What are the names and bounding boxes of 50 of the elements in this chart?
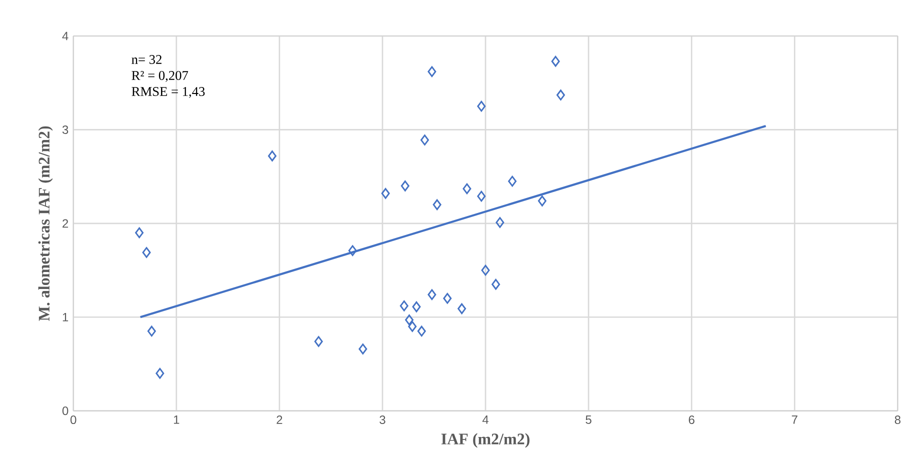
point	[508, 176, 517, 187]
point	[400, 300, 408, 312]
x-tick-label: 0	[70, 415, 76, 424]
x-axis-title: IAF (m2/m2)	[441, 433, 530, 448]
point	[156, 368, 164, 379]
point	[412, 301, 421, 312]
annotation: R² = 0,207	[132, 70, 188, 82]
annotation: n= 32	[132, 54, 162, 64]
x-tick-label: 3	[380, 415, 386, 424]
y-tick-label: 0	[62, 406, 68, 415]
y-axis-title: M. alometricas IAF (m2/m2)	[38, 126, 53, 321]
point	[135, 227, 144, 238]
point	[477, 100, 486, 112]
y-tick-label: 1	[62, 312, 68, 322]
point	[428, 66, 436, 77]
point	[556, 90, 565, 100]
annotation: RMSE = 1,43	[132, 86, 205, 98]
point	[458, 303, 466, 314]
point	[462, 183, 472, 194]
point	[428, 289, 436, 300]
point	[358, 343, 368, 354]
point	[348, 245, 357, 256]
point	[268, 150, 276, 162]
point	[538, 195, 546, 206]
x-tick-label: 7	[792, 415, 798, 424]
point	[381, 188, 390, 199]
point	[142, 246, 151, 258]
y-tick-label: 3	[62, 125, 68, 134]
point	[432, 199, 442, 210]
x-tick-label: 6	[688, 415, 694, 424]
point	[147, 326, 156, 336]
point	[477, 190, 486, 202]
point	[405, 314, 414, 326]
y-tick-label: 2	[62, 219, 68, 228]
point	[314, 336, 323, 347]
x-tick-label: 1	[174, 415, 180, 424]
point	[551, 56, 560, 67]
x-tick-label: 2	[276, 415, 282, 424]
point	[481, 264, 490, 276]
x-tick-label: 5	[586, 415, 592, 424]
point	[420, 134, 429, 146]
point	[443, 292, 452, 304]
point	[496, 216, 504, 228]
x-tick-label: 4	[482, 415, 488, 424]
point	[492, 278, 500, 290]
x-tick-label: 8	[894, 415, 900, 424]
point	[400, 180, 410, 192]
y-tick-label: 4	[62, 32, 68, 40]
point	[408, 321, 417, 332]
point	[417, 326, 426, 336]
